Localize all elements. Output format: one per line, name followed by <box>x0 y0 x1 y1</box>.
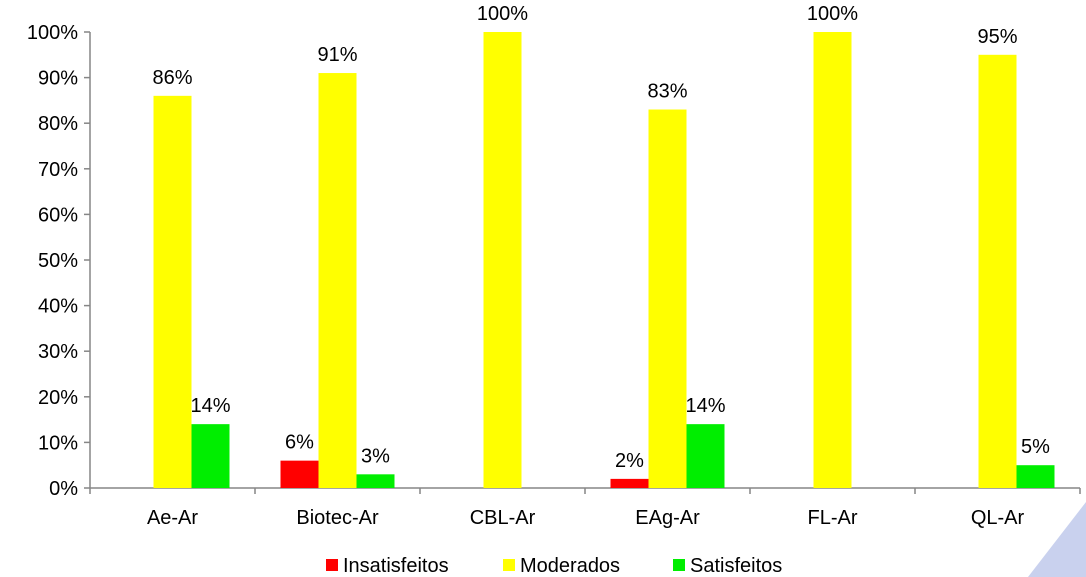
corner-triangle-decoration <box>1028 502 1086 577</box>
axes: 0% 10% 20% 30% 40% 50% 60% 70% 80% 90% 100% Ae-Ar Bi… <box>27 22 1081 529</box>
data-label: 100% <box>477 3 528 25</box>
y-tick-label: 70% <box>38 159 78 181</box>
y-tick-label: 10% <box>38 432 78 454</box>
bar-moderados <box>483 32 522 488</box>
data-label: 3% <box>361 445 390 467</box>
bar-satisfeitos <box>686 424 725 488</box>
corner-decoration <box>1028 502 1086 577</box>
legend-label-satisfeitos: Satisfeitos <box>690 555 782 577</box>
bar-moderados <box>648 109 687 489</box>
bar-satisfeitos <box>191 424 230 488</box>
legend-swatch-moderados <box>503 559 515 571</box>
data-label: 83% <box>647 81 687 103</box>
y-tick-label: 60% <box>38 204 78 226</box>
bar-insatisfeitos <box>610 478 649 488</box>
data-label: 14% <box>190 395 230 417</box>
data-labels: 6% 2% 86% 91% 100% 83% 100% 95% 14% 3% 14% 5% <box>152 3 1050 472</box>
data-label: 6% <box>285 432 314 454</box>
bar-moderados <box>978 54 1017 489</box>
data-label: 14% <box>685 395 725 417</box>
legend-swatch-insatisfeitos <box>326 559 338 571</box>
data-label: 100% <box>807 3 858 25</box>
bar-moderados <box>813 32 852 488</box>
bar-satisfeitos <box>356 474 395 488</box>
x-tick-label: EAg-Ar <box>635 507 700 529</box>
x-tick-label: CBL-Ar <box>470 507 536 529</box>
legend-label-insatisfeitos: Insatisfeitos <box>343 555 449 577</box>
y-tick-label: 0% <box>49 478 78 500</box>
legend-label-moderados: Moderados <box>520 555 620 577</box>
data-label: 91% <box>317 44 357 66</box>
y-tick-label: 40% <box>38 296 78 318</box>
x-tick-label: Biotec-Ar <box>296 507 379 529</box>
x-tick-label: Ae-Ar <box>147 507 198 529</box>
y-tick-label: 80% <box>38 113 78 135</box>
x-tick-label: FL-Ar <box>808 507 858 529</box>
bar-moderados <box>153 95 192 488</box>
data-label: 86% <box>152 67 192 89</box>
y-tick-label: 30% <box>38 341 78 363</box>
legend-swatch-satisfeitos <box>673 559 685 571</box>
y-tick-label: 100% <box>27 22 78 44</box>
y-tick-label: 50% <box>38 250 78 272</box>
y-tick-label: 90% <box>38 68 78 90</box>
legend: Insatisfeitos Moderados Satisfeitos <box>326 555 782 577</box>
y-tick-label: 20% <box>38 387 78 409</box>
bars <box>153 32 1055 489</box>
bar-moderados <box>318 73 357 488</box>
x-tick-label: QL-Ar <box>971 507 1025 529</box>
data-label: 95% <box>977 26 1017 48</box>
bar-insatisfeitos <box>280 460 319 488</box>
bar-satisfeitos <box>1016 465 1055 488</box>
data-label: 5% <box>1021 436 1050 458</box>
data-label: 2% <box>615 450 644 472</box>
